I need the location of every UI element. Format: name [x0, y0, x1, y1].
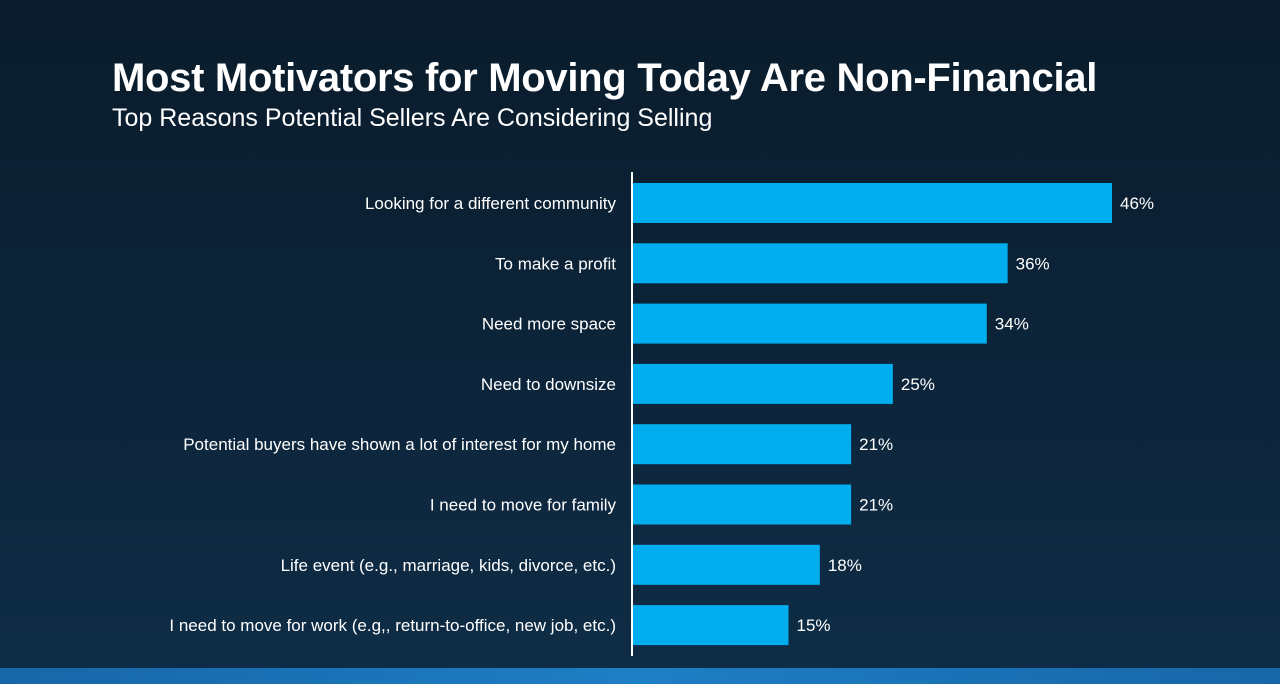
category-label: I need to move for work (e.g,, return-to… [169, 616, 616, 635]
category-label: Looking for a different community [365, 194, 617, 213]
category-label: To make a profit [495, 254, 616, 273]
bar [632, 183, 1112, 223]
bar [632, 605, 789, 646]
category-label: Need more space [482, 315, 616, 334]
data-label: 25% [901, 375, 935, 394]
chart-subtitle: Top Reasons Potential Sellers Are Consid… [112, 104, 713, 132]
category-label: I need to move for family [430, 496, 617, 515]
bar [632, 243, 1008, 284]
data-label: 46% [1120, 194, 1154, 213]
data-label: 21% [859, 435, 893, 454]
bar [632, 363, 893, 404]
category-label: Need to downsize [481, 375, 616, 394]
bar [632, 424, 852, 465]
category-label: Potential buyers have shown a lot of int… [183, 435, 616, 454]
data-label: 21% [859, 496, 893, 515]
data-label: 34% [995, 315, 1029, 334]
bar [632, 484, 852, 525]
chart-title: Most Motivators for Moving Today Are Non… [112, 56, 1098, 100]
data-label: 15% [797, 616, 831, 635]
bar [632, 544, 820, 585]
category-label: Life event (e.g., marriage, kids, divorc… [281, 556, 616, 575]
data-label: 36% [1016, 254, 1050, 273]
data-label: 18% [828, 556, 862, 575]
footer-bar [0, 668, 1280, 684]
bar [632, 303, 987, 344]
